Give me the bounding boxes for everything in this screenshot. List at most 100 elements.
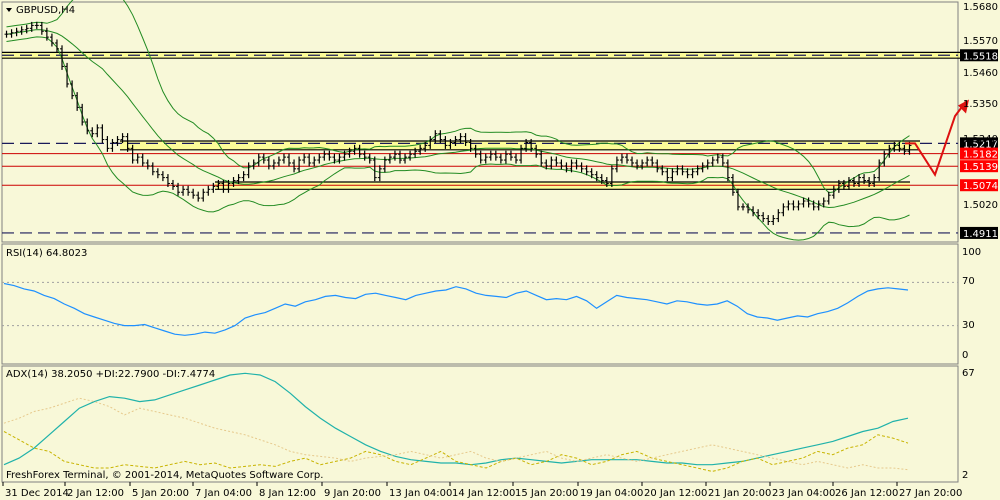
ohlc-bar: [75, 92, 80, 111]
ohlc-bar: [846, 177, 851, 190]
ohlc-bar: [251, 159, 256, 170]
ohlc-bar: [821, 197, 826, 208]
ohlc-bar: [443, 136, 448, 149]
ohlc-bar: [90, 127, 95, 138]
ohlc-bar: [165, 174, 170, 187]
ohlc-bar: [236, 174, 241, 185]
ohlc-bar: [29, 21, 34, 32]
ohlc-bar: [453, 136, 458, 146]
price-axis[interactable]: 1.5680 1.5570 1.5460 1.5350 1.5240 1.502…: [963, 2, 998, 211]
ohlc-bar: [746, 203, 751, 214]
ohlc-bar: [181, 185, 186, 196]
ohlc-bar: [589, 168, 594, 179]
ohlc-bar: [604, 177, 609, 187]
ohlc-bar: [9, 29, 14, 38]
ohlc-bar: [246, 162, 251, 179]
ohlc-bar: [867, 177, 872, 187]
ohlc-bar: [579, 162, 584, 173]
price-tag: 1.4911: [963, 229, 998, 240]
price-tick-6: 1.5020: [963, 200, 998, 211]
ohlc-bar: [554, 156, 559, 167]
ohlc-bar: [186, 185, 191, 196]
ohlc-bar: [463, 133, 468, 146]
band-upper-line: [6, 0, 910, 194]
ohlc-bar: [519, 144, 524, 164]
ohlc-bar: [281, 153, 286, 164]
ohlc-bar: [806, 197, 811, 208]
price-tag: 1.5139: [963, 162, 998, 173]
ohlc-bar: [887, 144, 892, 158]
ohlc-bar: [14, 27, 19, 37]
time-label: 23 Jan 04:00: [772, 488, 835, 499]
ohlc-bar: [594, 171, 599, 182]
dropdown-triangle-icon[interactable]: [6, 8, 12, 12]
ohlc-bar: [660, 165, 665, 176]
ohlc-bar: [221, 179, 226, 193]
ohlc-bar: [675, 165, 680, 176]
ohlc-bar: [176, 182, 181, 196]
ohlc-bar: [60, 45, 65, 70]
time-label: 7 Jan 04:00: [195, 488, 252, 499]
ohlc-bar: [483, 153, 488, 164]
ohlc-bar: [403, 153, 408, 164]
ohlc-bar: [292, 159, 297, 173]
ohlc-bar: [635, 159, 640, 170]
ohlc-bar: [70, 80, 75, 100]
adx-panel[interactable]: ADX(14) 38.2050 +DI:22.7900 -DI:7.4774 6…: [1, 365, 975, 483]
middle-zone: [120, 141, 920, 150]
ohlc-bar: [150, 162, 155, 176]
ohlc-bar: [458, 133, 463, 144]
price-tag-bg: [960, 179, 998, 192]
rsi-panel[interactable]: RSI(14) 64.8023 100 70 30 0: [1, 243, 981, 365]
ohlc-bar: [640, 159, 645, 170]
price-tick-4: 1.5350: [963, 99, 998, 110]
ohlc-bar: [352, 144, 357, 155]
ohlc-bar: [211, 182, 216, 193]
price-tag-bg: [960, 160, 998, 173]
time-label: 27 Jan 20:00: [899, 488, 962, 499]
ohlc-bar: [312, 156, 317, 167]
ohlc-bar: [559, 159, 564, 170]
adx-tick-67: 67: [962, 368, 975, 379]
ohlc-bar: [100, 124, 105, 144]
ohlc-bar: [287, 153, 292, 167]
ohlc-bar: [756, 209, 761, 220]
rsi-tick-0: 0: [962, 350, 968, 361]
ohlc-bar: [670, 168, 675, 182]
ohlc-bar: [226, 179, 231, 193]
band-middle-line: [6, 29, 910, 209]
ohlc-bar: [276, 156, 281, 167]
ohlc-bar: [191, 188, 196, 199]
ohlc-bar: [135, 153, 140, 164]
ohlc-bar: [624, 153, 629, 164]
ohlc-bar: [34, 21, 39, 29]
ohlc-bar: [332, 153, 337, 164]
ohlc-bar: [741, 203, 746, 211]
rsi-line: [3, 282, 909, 336]
minus-di-line: [3, 397, 909, 471]
ohlc-bar: [614, 156, 619, 173]
ohlc-bar: [65, 62, 70, 88]
forecast-arrow-line[interactable]: [905, 100, 967, 177]
ohlc-bar: [80, 103, 85, 126]
rsi-tick-30: 30: [962, 320, 975, 331]
ohlc-bar: [382, 156, 387, 173]
ohlc-bar: [725, 159, 730, 182]
ohlc-bar: [735, 188, 740, 211]
ohlc-bar: [231, 177, 236, 187]
ohlc-bar: [508, 150, 513, 161]
ohlc-bar: [110, 138, 115, 152]
ohlc-bar: [473, 144, 478, 158]
price-tag: 1.5074: [963, 181, 998, 192]
ohlc-bar: [877, 159, 882, 182]
ohlc-bar: [105, 136, 110, 152]
ohlc-bar: [796, 200, 801, 211]
price-panel-frame: [1, 1, 959, 243]
ohlc-bar: [498, 153, 503, 164]
ohlc-bar: [170, 179, 175, 190]
band-lower-line: [6, 36, 910, 241]
ohlc-bar: [392, 150, 397, 161]
